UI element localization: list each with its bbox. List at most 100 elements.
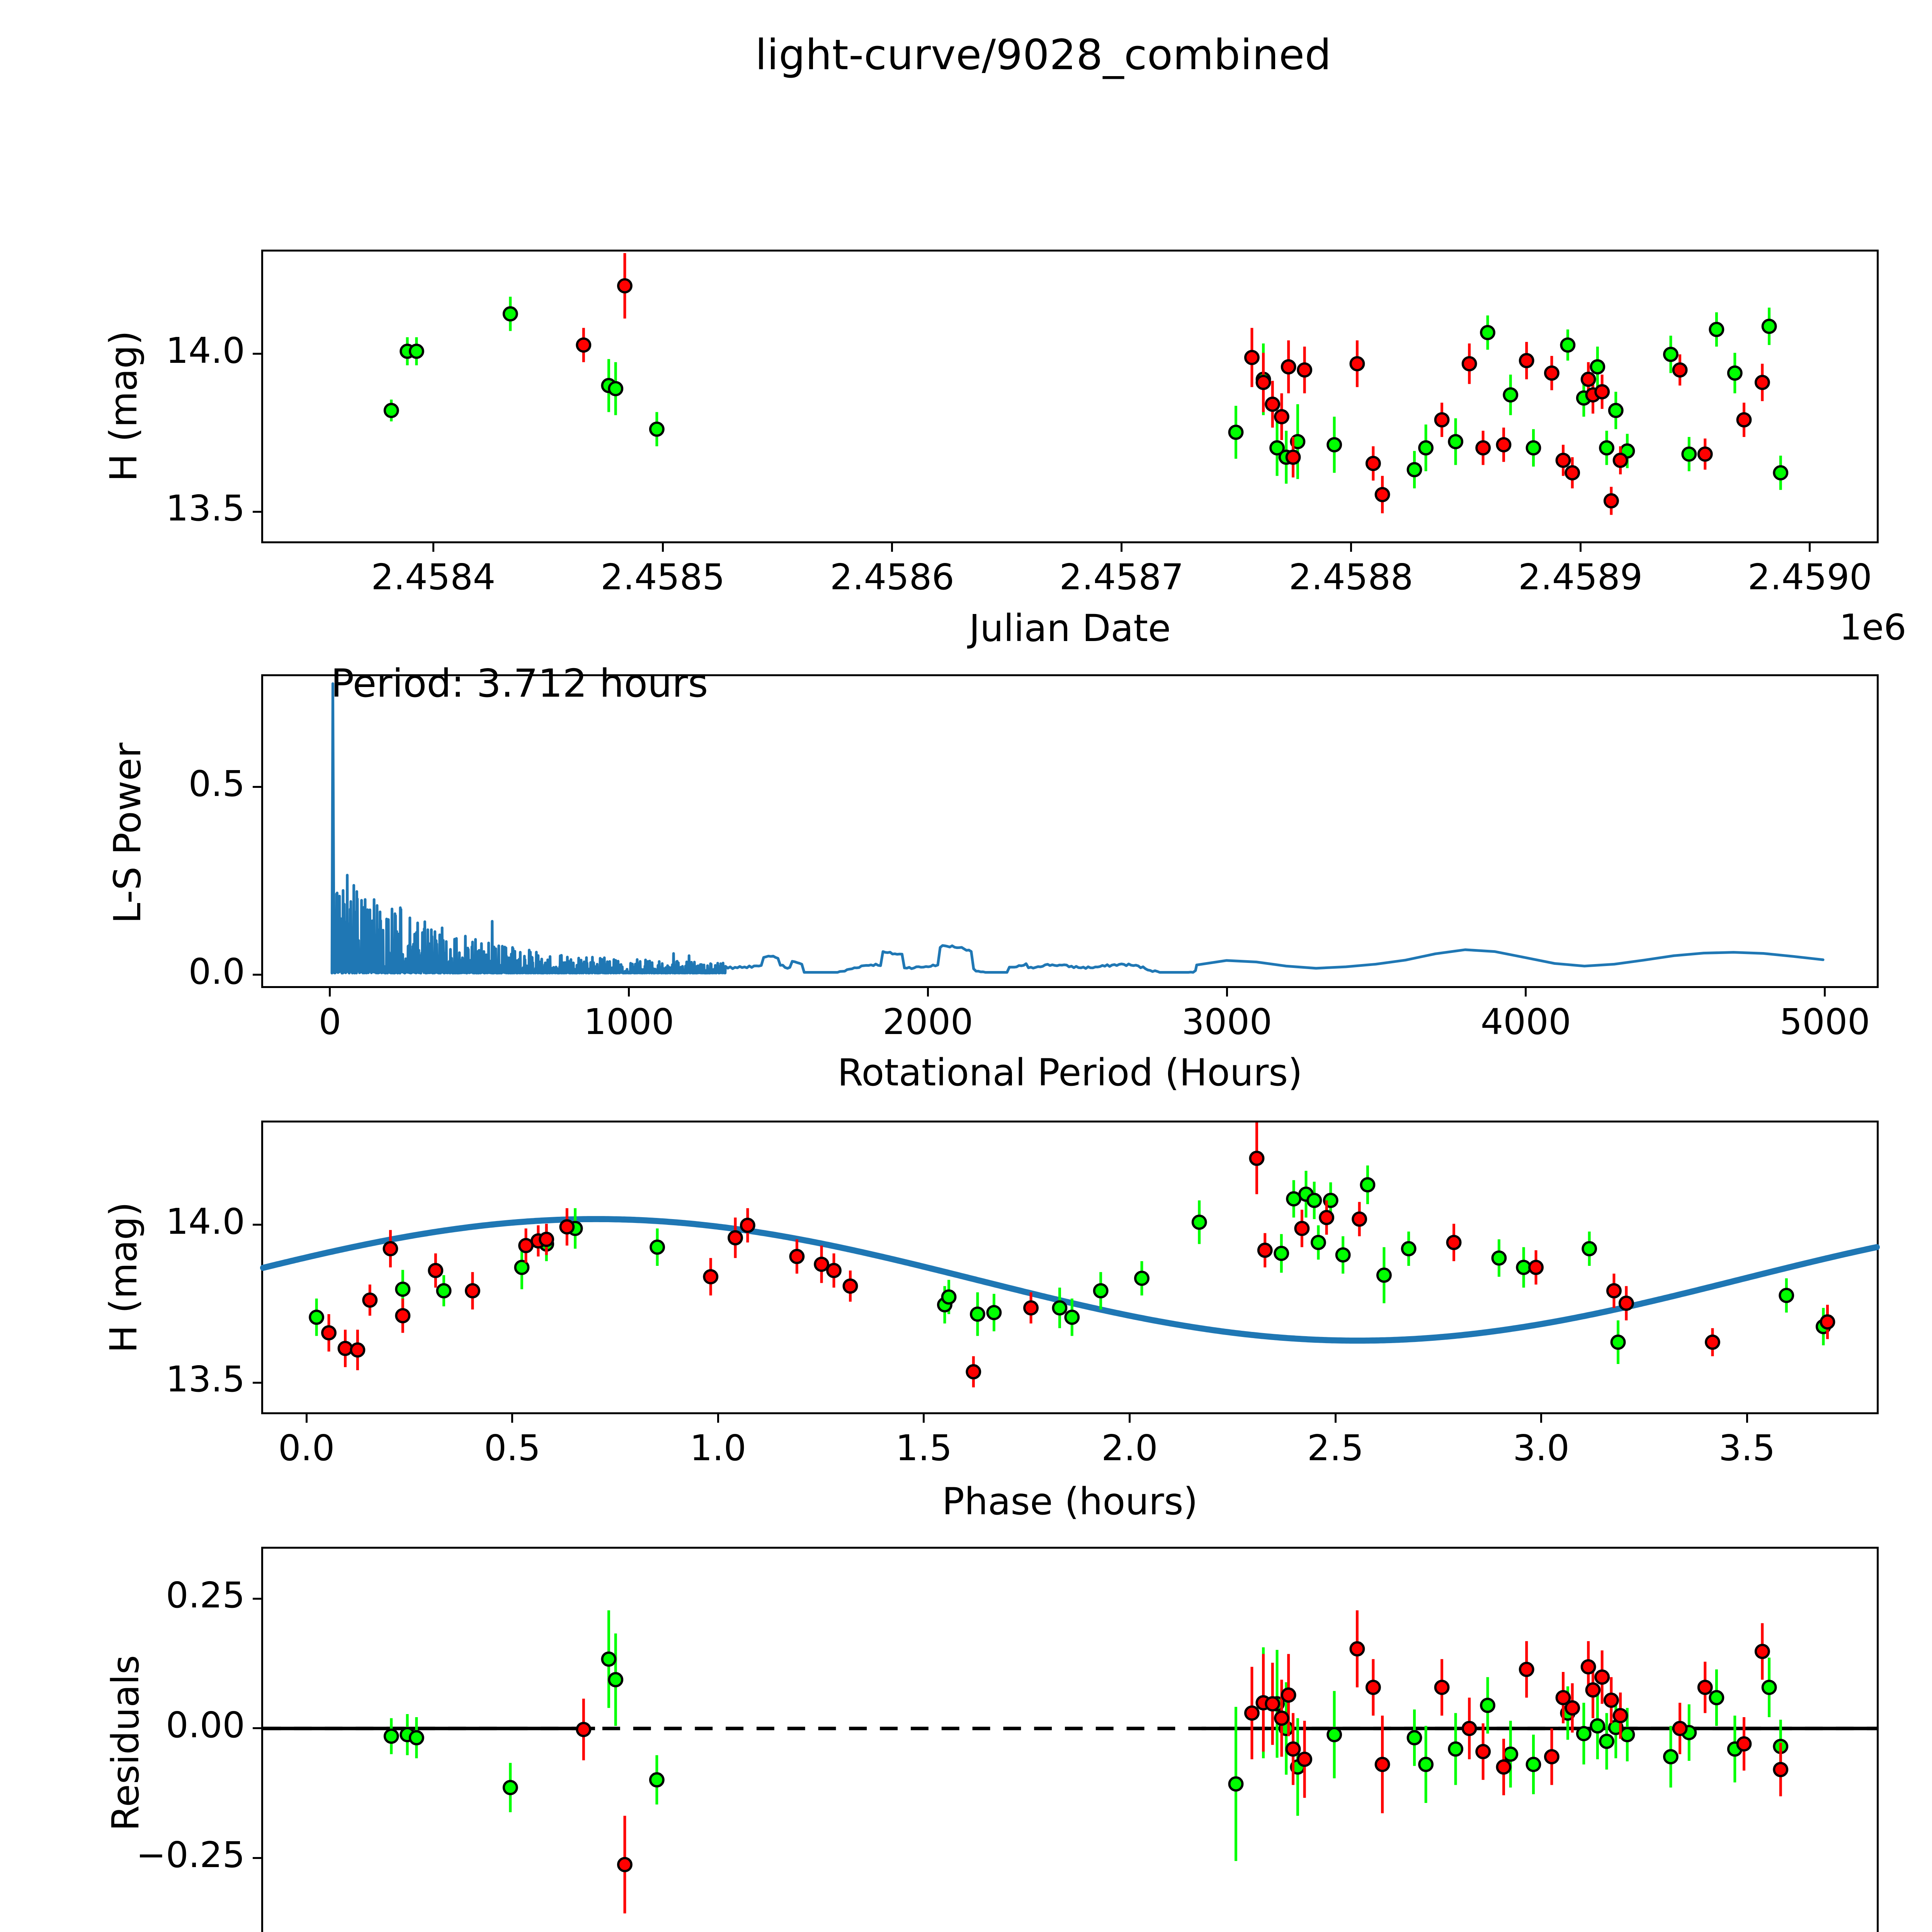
x-tick-mark: [1824, 988, 1826, 997]
data-point: [1608, 403, 1624, 418]
x-tick-mark: [1226, 988, 1228, 997]
data-point: [608, 1672, 624, 1687]
data-point: [1496, 437, 1512, 452]
data-point: [1761, 1680, 1777, 1695]
data-point: [1418, 1757, 1434, 1772]
data-point: [464, 1283, 480, 1299]
data-point: [1565, 465, 1580, 481]
data-point: [1754, 1644, 1770, 1659]
periodogram-line: [330, 682, 1825, 975]
data-point: [1582, 1241, 1597, 1257]
data-point: [1244, 350, 1260, 365]
x-tick-mark: [662, 543, 664, 552]
data-point: [1306, 1192, 1322, 1208]
period-annotation: Period: 3.712 hours: [331, 661, 708, 706]
data-point: [1448, 1741, 1464, 1757]
data-point: [383, 1728, 399, 1744]
x-tick-label: 2.4585: [600, 556, 725, 598]
data-point: [608, 381, 624, 396]
panel-phasefold: [260, 1121, 1880, 1414]
x-tick-mark: [628, 988, 630, 997]
data-point: [321, 1325, 337, 1341]
x-tick-label: 1000: [583, 1001, 674, 1043]
x-tick-label: 2.4589: [1518, 556, 1643, 598]
phasefold-plot-area: [260, 1122, 1880, 1388]
data-point: [1294, 1221, 1310, 1236]
data-point: [1599, 1733, 1614, 1749]
figure-title: light-curve/9028_combined: [755, 31, 1332, 79]
y-tick-mark: [253, 1381, 261, 1384]
series-red: [576, 1610, 1789, 1913]
data-point: [428, 1263, 444, 1278]
x-tick-mark: [305, 1414, 308, 1423]
data-point: [1310, 1235, 1326, 1250]
data-point: [1274, 1710, 1289, 1726]
panel-residuals: [261, 1547, 1879, 1932]
data-point: [1697, 1680, 1713, 1695]
data-point: [1773, 465, 1789, 481]
data-point: [1516, 1260, 1532, 1275]
data-point: [1585, 1682, 1601, 1698]
y-tick-label: 0.5: [188, 763, 245, 804]
data-point: [1052, 1300, 1068, 1316]
x-tick-label: 0.0: [278, 1427, 335, 1469]
data-point: [1709, 321, 1725, 337]
data-point: [740, 1218, 755, 1233]
data-point: [1434, 1680, 1450, 1695]
data-point: [1297, 362, 1313, 378]
data-point: [1228, 1776, 1244, 1792]
data-point: [1526, 1757, 1541, 1772]
x-tick-mark: [1579, 543, 1582, 552]
data-point: [1244, 1705, 1260, 1721]
data-point: [1475, 1744, 1491, 1759]
y-tick-label: 14.0: [166, 330, 245, 371]
data-point: [1480, 325, 1495, 340]
data-point: [1663, 347, 1679, 362]
data-point: [1612, 452, 1628, 468]
data-point: [1461, 1721, 1477, 1736]
data-point: [1249, 1151, 1265, 1166]
data-point: [969, 1306, 985, 1322]
data-point: [1265, 1696, 1281, 1712]
data-point: [1709, 1690, 1725, 1706]
panel-periodogram: [261, 674, 1879, 988]
x-tick-label: 3.0: [1513, 1427, 1570, 1469]
y-tick-label: −0.25: [136, 1834, 245, 1876]
data-point: [1418, 440, 1434, 456]
data-point: [728, 1230, 743, 1246]
x-tick-label: 3.5: [1718, 1427, 1776, 1469]
y-tick-mark: [253, 786, 261, 788]
data-point: [1618, 1296, 1634, 1311]
data-point: [1093, 1283, 1109, 1299]
x-tick-mark: [1334, 1414, 1337, 1423]
panel3-xlabel: Phase (hours): [942, 1480, 1198, 1523]
series-red: [576, 253, 1770, 515]
data-point: [1560, 337, 1576, 353]
data-point: [1736, 412, 1752, 428]
data-point: [1555, 452, 1571, 468]
residuals-plot-area: [263, 1610, 1877, 1913]
data-point: [601, 1651, 617, 1667]
data-point: [617, 1857, 633, 1872]
data-point: [1281, 1687, 1296, 1703]
data-point: [1365, 1680, 1381, 1695]
data-point: [1672, 1721, 1688, 1736]
x-tick-mark: [717, 1414, 719, 1423]
data-point: [1727, 365, 1743, 381]
data-point: [986, 1305, 1002, 1320]
x-tick-label: 2000: [883, 1001, 973, 1043]
data-point: [1257, 1242, 1273, 1258]
data-point: [1255, 374, 1271, 390]
x-tick-label: 2.4588: [1289, 556, 1413, 598]
periodogram-plot-area: [330, 682, 1825, 975]
data-point: [1496, 1759, 1512, 1775]
data-point: [1705, 1334, 1720, 1350]
x-tick-label: 2.4586: [830, 556, 954, 598]
data-point: [1285, 1741, 1301, 1757]
series-green: [309, 1165, 1831, 1364]
data-point: [1281, 359, 1296, 375]
x-tick-label: 3000: [1182, 1001, 1272, 1043]
x-tick-label: 1.0: [690, 1427, 747, 1469]
data-point: [408, 344, 424, 359]
